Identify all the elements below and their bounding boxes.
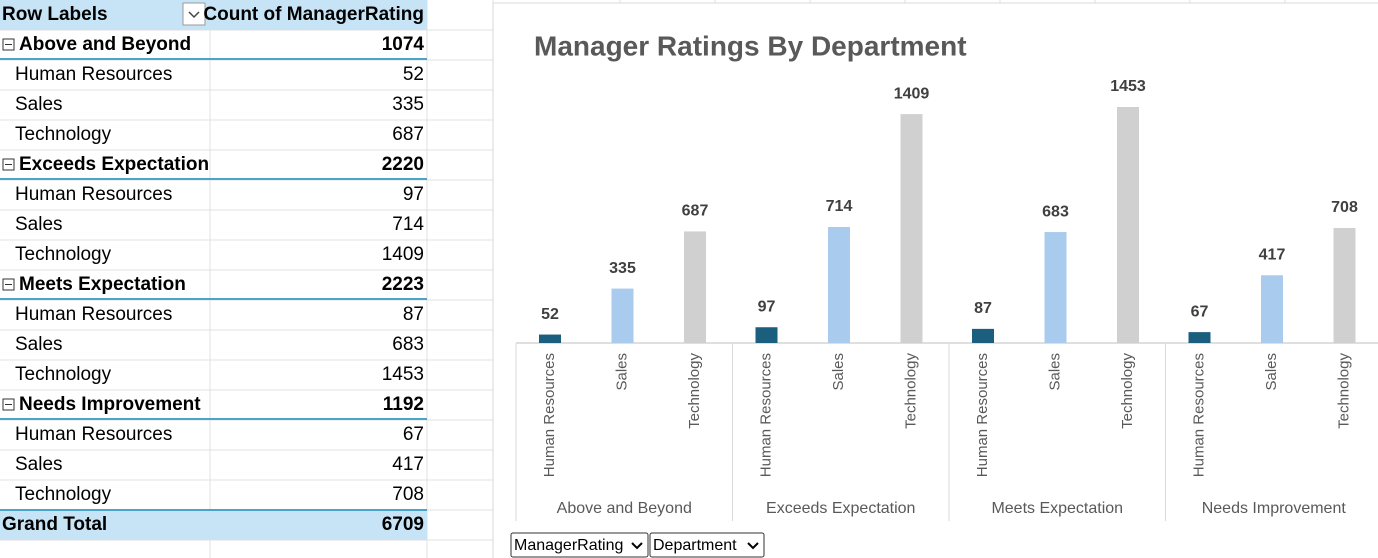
row-value: 97 [403,184,424,205]
bar [611,288,634,343]
row-value: 52 [403,64,424,85]
group-total: 1192 [383,394,424,415]
data-label: 87 [974,300,992,317]
chart-title: Manager Ratings By Department [534,30,967,61]
data-label: 1453 [1110,78,1146,95]
grand-total-row [0,510,427,540]
data-label: 335 [609,260,636,277]
data-label: 708 [1331,199,1358,216]
header-value: Count of ManagerRating [203,4,424,25]
bar [900,114,923,343]
filter-button-label: ManagerRating [514,537,623,554]
x-group-label: Needs Improvement [1202,500,1347,517]
header-label: Row Labels [2,4,108,25]
bar [1117,107,1139,343]
bar [1044,232,1067,343]
x-tick-label: Human Resources [541,353,558,477]
x-group-label: Exceeds Expectation [766,500,915,517]
filter-chevron [747,542,759,550]
data-label: 683 [1042,203,1069,220]
row-label: Human Resources [15,64,172,85]
row-label: Technology [15,124,112,145]
row-value: 714 [392,214,424,235]
row-label: Human Resources [15,184,172,205]
bar [1261,275,1283,343]
x-tick-label: Technology [902,353,919,429]
group-total: 1074 [382,34,425,55]
row-label: Sales [15,454,63,475]
group-label: Meets Expectation [19,274,186,295]
row-value: 335 [392,94,424,115]
bar [539,334,561,343]
row-label: Technology [15,364,112,385]
data-label: 417 [1259,246,1286,263]
filter-chevron [631,542,643,550]
bar [755,327,778,343]
bar [684,231,706,343]
data-label: 97 [758,298,776,315]
dropdown-chevron [188,11,200,19]
row-label: Sales [15,94,63,115]
x-group-label: Meets Expectation [991,500,1123,517]
x-tick-label: Sales [613,353,630,391]
bar [1333,228,1356,343]
data-label: 687 [682,203,709,220]
group-label: Exceeds Expectation [19,154,209,175]
filter-button[interactable] [510,532,649,558]
x-tick-label: Technology [1119,353,1136,429]
data-label: 67 [1191,303,1209,320]
row-label: Sales [15,214,63,235]
bar [972,328,994,343]
grand-total-label: Grand Total [2,514,107,535]
x-tick-label: Human Resources [757,353,774,477]
row-label: Technology [15,484,112,505]
x-tick-label: Technology [1335,353,1352,429]
group-label: Needs Improvement [19,394,201,415]
chart-area [492,2,1378,558]
x-tick-label: Sales [1046,353,1063,391]
grand-total-value: 6709 [382,514,424,535]
x-tick-label: Human Resources [1190,353,1207,477]
filter-button[interactable] [649,532,765,558]
row-value: 1409 [382,244,424,265]
header-row [0,0,427,30]
row-label: Technology [15,244,112,265]
x-tick-label: Sales [1263,353,1280,391]
group-label: Above and Beyond [19,34,191,55]
group-total: 2223 [382,274,424,295]
filter-button-label: Department [653,537,737,554]
row-value: 687 [392,124,424,145]
x-group-label: Above and Beyond [557,500,692,517]
row-value: 683 [392,334,424,355]
x-tick-label: Human Resources [974,353,991,477]
row-value: 417 [392,454,424,475]
filter-dropdown[interactable] [182,2,206,26]
bar [828,227,850,343]
bar [1188,332,1211,343]
row-label: Human Resources [15,424,172,445]
data-label: 1409 [894,85,930,102]
row-value: 67 [403,424,424,445]
data-label: 52 [541,306,559,323]
row-label: Human Resources [15,304,172,325]
row-value: 1453 [382,364,424,385]
row-value: 87 [403,304,424,325]
row-value: 708 [392,484,424,505]
x-tick-label: Sales [830,353,847,391]
row-label: Sales [15,334,63,355]
group-total: 2220 [382,154,424,175]
x-tick-label: Technology [686,353,703,429]
data-label: 714 [826,198,853,215]
